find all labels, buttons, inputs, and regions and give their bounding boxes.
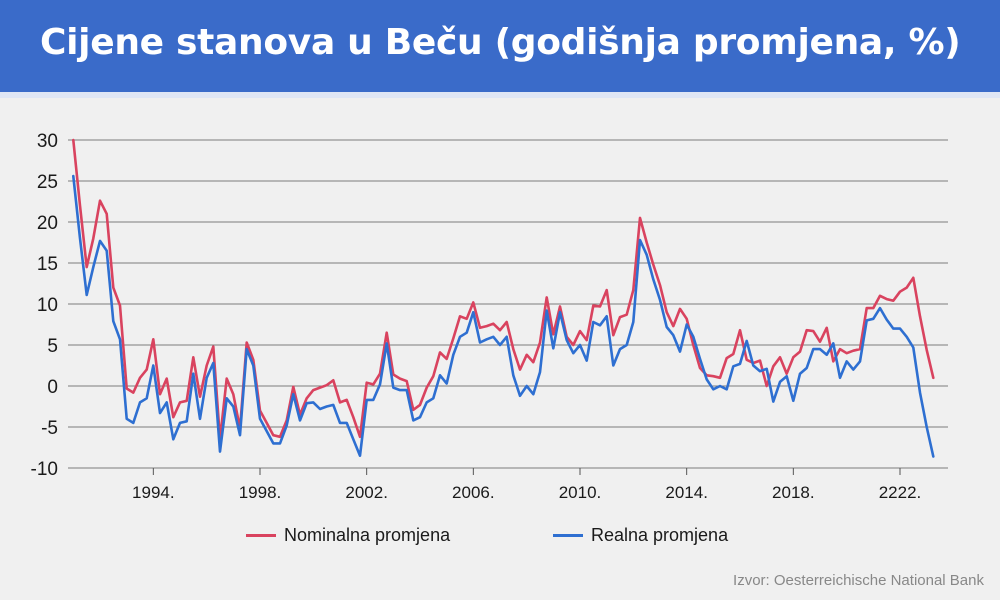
legend: Nominalna promjena Realna promjena bbox=[0, 525, 1000, 549]
legend-label-real: Realna promjena bbox=[591, 525, 729, 545]
legend-label-nominal: Nominalna promjena bbox=[284, 525, 451, 545]
chart-title: Cijene stanova u Beču (godišnja promjena… bbox=[40, 22, 961, 63]
source-note: Izvor: Oesterreichische National Bank bbox=[733, 572, 984, 589]
y-tick-label: -10 bbox=[31, 459, 58, 480]
header-bar: Cijene stanova u Beču (godišnja promjena… bbox=[0, 0, 1000, 98]
legend-item-real: Realna promjena bbox=[553, 525, 728, 546]
series-line-real bbox=[72, 174, 935, 458]
series-line-nominal bbox=[72, 138, 935, 441]
x-tick-label: 2006. bbox=[452, 483, 495, 502]
y-tick-label: 30 bbox=[37, 131, 58, 152]
y-tick-label: 0 bbox=[47, 377, 58, 398]
y-tick-label: 5 bbox=[47, 336, 58, 357]
y-tick-label: 10 bbox=[37, 295, 58, 316]
legend-swatch-nominal bbox=[246, 534, 276, 537]
x-tick-label: 2018. bbox=[772, 483, 815, 502]
y-tick-label: 20 bbox=[37, 213, 58, 234]
x-tick-label: 2014. bbox=[665, 483, 708, 502]
y-tick-label: 15 bbox=[37, 254, 58, 275]
x-tick-label: 2222. bbox=[879, 483, 922, 502]
legend-item-nominal: Nominalna promjena bbox=[246, 525, 450, 546]
x-tick-label: 1994. bbox=[132, 483, 175, 502]
y-tick-label: -5 bbox=[41, 418, 58, 439]
x-tick-label: 2002. bbox=[345, 483, 388, 502]
y-tick-label: 25 bbox=[37, 172, 58, 193]
x-tick-label: 2010. bbox=[559, 483, 602, 502]
x-tick-label: 1998. bbox=[239, 483, 282, 502]
legend-swatch-real bbox=[553, 534, 583, 537]
